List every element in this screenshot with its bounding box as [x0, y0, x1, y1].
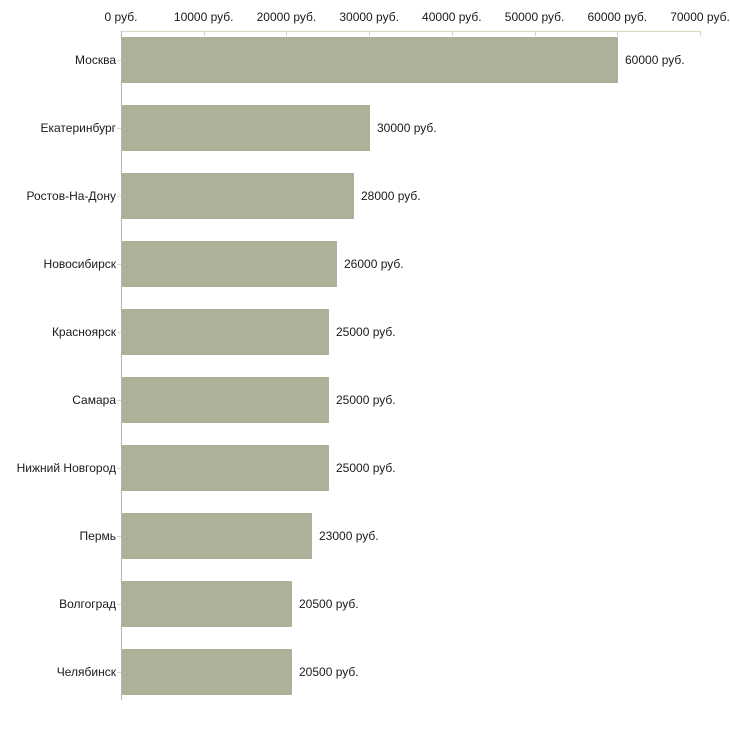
bar: [122, 309, 329, 355]
x-tick-label: 40000 руб.: [422, 10, 482, 24]
value-label: 23000 руб.: [319, 529, 379, 543]
category-label: Новосибирск: [43, 257, 116, 271]
category-label: Ростов-На-Дону: [26, 189, 116, 203]
category-label: Москва: [75, 53, 116, 67]
x-tick-label: 70000 руб.: [670, 10, 730, 24]
value-label: 60000 руб.: [625, 53, 685, 67]
category-label: Екатеринбург: [40, 121, 117, 135]
value-label: 25000 руб.: [336, 325, 396, 339]
bar-row: Москва 60000 руб.: [0, 37, 730, 83]
value-label: 25000 руб.: [336, 393, 396, 407]
value-label: 28000 руб.: [361, 189, 421, 203]
category-label: Красноярск: [51, 325, 116, 339]
value-label: 25000 руб.: [336, 461, 396, 475]
x-axis-line: [121, 31, 701, 32]
bar-row: Ростов-На-Дону 28000 руб.: [0, 173, 730, 219]
category-tick-mark: [117, 196, 121, 197]
bar: [122, 173, 354, 219]
bar: [122, 37, 618, 83]
bar: [122, 513, 312, 559]
bar: [122, 445, 329, 491]
category-tick-mark: [117, 672, 121, 673]
category-tick-mark: [117, 128, 121, 129]
bar-row: Волгоград 20500 руб.: [0, 581, 730, 627]
x-tick-mark: [452, 31, 453, 36]
x-tick-mark: [535, 31, 536, 36]
x-tick-label: 30000 руб.: [339, 10, 399, 24]
x-tick-label: 0 руб.: [104, 10, 138, 24]
value-label: 26000 руб.: [344, 257, 404, 271]
category-tick-mark: [117, 400, 121, 401]
value-label: 30000 руб.: [377, 121, 437, 135]
category-tick-mark: [117, 536, 121, 537]
x-tick-label: 20000 руб.: [256, 10, 317, 24]
category-label: Челябинск: [56, 665, 116, 679]
x-tick-label: 60000 руб.: [587, 10, 648, 24]
y-axis-line: [121, 31, 122, 700]
x-tick-mark: [369, 31, 370, 36]
bar-row: Новосибирск 26000 руб.: [0, 241, 730, 287]
x-tick-mark: [617, 31, 618, 36]
category-label: Пермь: [79, 529, 116, 543]
category-tick-mark: [117, 60, 121, 61]
bar-row: Челябинск 20500 руб.: [0, 649, 730, 695]
x-tick-label: 10000 руб.: [173, 10, 234, 24]
category-label: Волгоград: [59, 597, 116, 611]
x-tick-mark: [700, 31, 701, 36]
bar: [122, 581, 292, 627]
category-label: Нижний Новгород: [16, 461, 116, 475]
bar-row: Пермь 23000 руб.: [0, 513, 730, 559]
value-label: 20500 руб.: [299, 597, 359, 611]
category-tick-mark: [117, 332, 121, 333]
category-tick-mark: [117, 264, 121, 265]
x-tick-mark: [204, 31, 205, 36]
bar-row: Екатеринбург 30000 руб.: [0, 105, 730, 151]
bar-row: Красноярск 25000 руб.: [0, 309, 730, 355]
bar: [122, 649, 292, 695]
value-label: 20500 руб.: [299, 665, 359, 679]
category-tick-mark: [117, 604, 121, 605]
x-tick-mark: [286, 31, 287, 36]
bar: [122, 377, 329, 423]
bar: [122, 241, 337, 287]
category-label: Самара: [72, 393, 116, 407]
bar-row: Нижний Новгород 25000 руб.: [0, 445, 730, 491]
category-tick-mark: [117, 468, 121, 469]
x-tick-label: 50000 руб.: [504, 10, 565, 24]
bar: [122, 105, 370, 151]
bar-row: Самара 25000 руб.: [0, 377, 730, 423]
